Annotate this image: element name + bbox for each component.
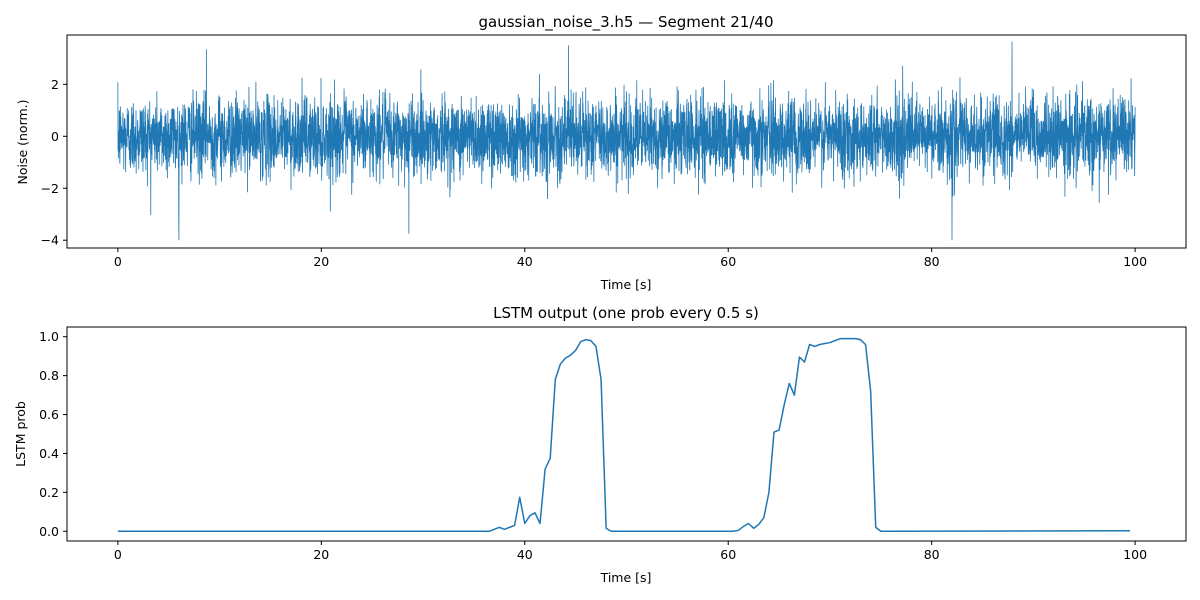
lstm-y-tick-label: 0.8 [39, 368, 59, 383]
lstm-x-axis-label: Time [s] [600, 570, 652, 585]
lstm-axes-frame [66, 326, 1187, 542]
noise-y-tick-label: 0 [51, 129, 59, 144]
lstm-y-tick-label: 0.6 [39, 407, 59, 422]
lstm-y-axis-label: LSTM prob [13, 401, 28, 467]
noise-x-tick-label: 100 [1123, 254, 1147, 269]
lstm-x-tick-label: 80 [924, 547, 940, 562]
noise-y-tick-label: −4 [41, 233, 59, 248]
lstm-y-tick-label: 0.2 [39, 485, 59, 500]
noise-y-tick-label: 2 [51, 77, 59, 92]
lstm-x-tick-label: 0 [114, 547, 122, 562]
noise-chart-title: gaussian_noise_3.h5 — Segment 21/40 [478, 13, 773, 32]
lstm-panel: LSTM output (one prob every 0.5 s) 0 20 40… [13, 304, 1187, 585]
lstm-y-tick-label: 0.4 [39, 446, 59, 461]
noise-axes-frame [66, 34, 1187, 249]
noise-series-line [117, 41, 1136, 241]
lstm-x-tick-label: 100 [1123, 547, 1147, 562]
lstm-x-tick-label: 40 [517, 547, 533, 562]
lstm-series-line [117, 337, 1131, 533]
lstm-y-tick-label: 0.0 [39, 524, 59, 539]
noise-y-tick-label: −2 [41, 181, 59, 196]
noise-x-tick-label: 40 [517, 254, 533, 269]
lstm-chart-title: LSTM output (one prob every 0.5 s) [493, 304, 759, 322]
lstm-x-tick-label: 60 [720, 547, 736, 562]
lstm-x-tick-label: 20 [313, 547, 329, 562]
noise-panel: gaussian_noise_3.h5 — Segment 21/40 0 20 4… [15, 13, 1187, 292]
noise-y-axis-label: Noise (norm.) [15, 99, 30, 184]
lstm-y-tick-label: 1.0 [39, 329, 59, 344]
noise-x-tick-label: 0 [114, 254, 122, 269]
noise-x-tick-label: 80 [924, 254, 940, 269]
noise-x-tick-label: 60 [720, 254, 736, 269]
noise-x-tick-label: 20 [313, 254, 329, 269]
noise-x-axis-label: Time [s] [600, 277, 652, 292]
